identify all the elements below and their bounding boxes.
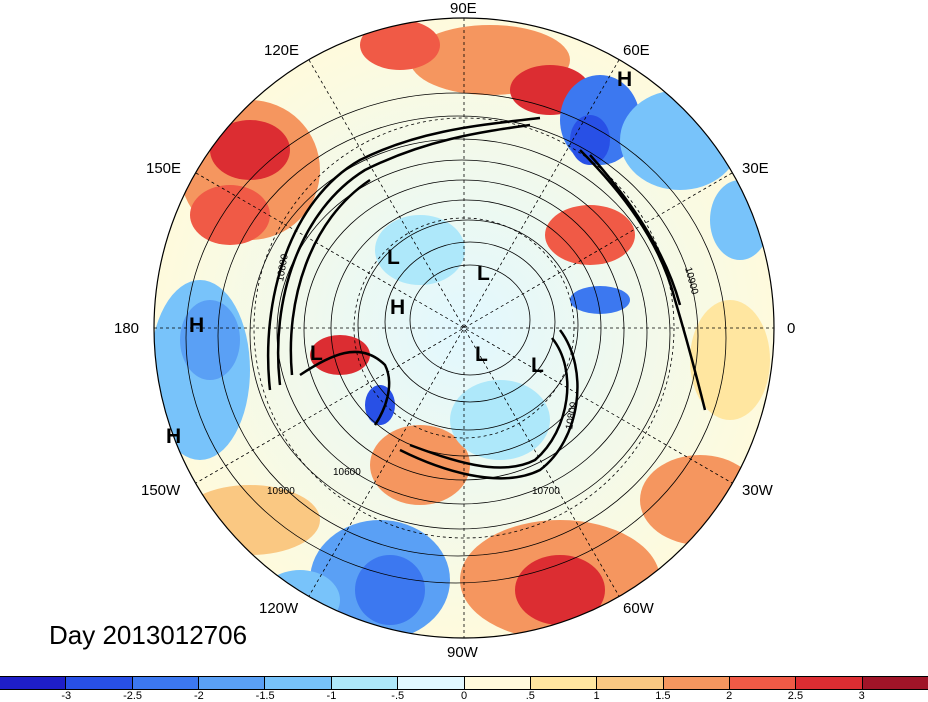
- longitude-label-60e: 60E: [623, 42, 650, 59]
- colorbar-tick-label: .5: [525, 690, 535, 702]
- colorbar: [0, 676, 928, 690]
- longitude-label-180: 180: [114, 320, 140, 337]
- contour-label: 10900: [267, 486, 295, 497]
- longitude-label-150e: 150E: [146, 160, 182, 177]
- low-pressure-center: L: [531, 354, 544, 377]
- colorbar-tick-label: -1.5: [255, 690, 275, 702]
- contour-label: 10600: [333, 467, 361, 478]
- graticule: [154, 18, 774, 638]
- longitude-label-120e: 120E: [264, 42, 300, 59]
- longitude-label-90e: 90E: [450, 0, 477, 17]
- longitude-label-60w: 60W: [623, 600, 654, 617]
- height-contours: [185, 92, 727, 584]
- contour-label: 10800: [564, 401, 580, 431]
- longitude-label-150w: 150W: [141, 482, 181, 499]
- colorbar-cell: [729, 677, 797, 689]
- colorbar-cell: [597, 677, 664, 689]
- colorbar-tick-label: -2: [193, 690, 204, 702]
- colorbar-cell: [66, 677, 133, 689]
- colorbar-tick-label: 2: [726, 690, 733, 702]
- colorbar-tick-label: 1.5: [655, 690, 671, 702]
- contour-label: 10700: [532, 486, 560, 497]
- colorbar-cell: [796, 677, 863, 689]
- colorbar-cell: [398, 677, 465, 689]
- longitude-label-120w: 120W: [259, 600, 299, 617]
- colorbar-cell: [530, 677, 598, 689]
- low-pressure-center: L: [477, 262, 490, 285]
- colorbar-tick-label: -2.5: [123, 690, 143, 702]
- colorbar-cell: [862, 677, 928, 689]
- low-pressure-center: L: [310, 342, 323, 365]
- colorbar-tick-label: -.5: [391, 690, 405, 702]
- date-title: Day 2013012706: [49, 620, 248, 650]
- longitude-label-30w: 30W: [742, 482, 773, 499]
- colorbar-cell: [132, 677, 200, 689]
- colorbar-tick-label: -3: [61, 690, 72, 702]
- colorbar-tick-label: 1: [593, 690, 600, 702]
- high-pressure-center: H: [617, 68, 633, 91]
- low-pressure-center: L: [475, 343, 488, 366]
- longitude-label-0: 0: [787, 320, 796, 337]
- longitude-label-30e: 30E: [742, 160, 769, 177]
- colorbar-tick-label: 2.5: [787, 690, 804, 702]
- contour-label: 10800: [275, 253, 291, 283]
- low-pressure-center: L: [387, 246, 400, 269]
- colorbar-cell: [265, 677, 332, 689]
- high-pressure-center: H: [166, 425, 182, 448]
- colorbar-cell: [663, 677, 730, 689]
- colorbar-cell: [331, 677, 399, 689]
- longitude-label-90w: 90W: [447, 644, 478, 661]
- colorbar-cell: [0, 677, 67, 689]
- colorbar-cell: [199, 677, 266, 689]
- high-pressure-center: H: [189, 314, 205, 337]
- map-boundary: [153, 17, 775, 639]
- colorbar-tick-label: 0: [460, 690, 468, 702]
- colorbar-tick-label: -1: [326, 690, 337, 702]
- high-pressure-center: H: [390, 296, 406, 319]
- colorbar-tick-label: 3: [858, 690, 865, 702]
- colorbar-cell: [464, 677, 531, 689]
